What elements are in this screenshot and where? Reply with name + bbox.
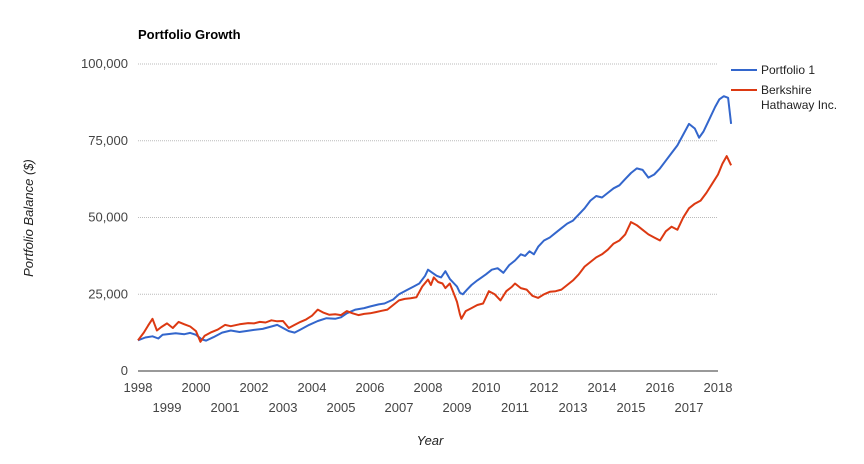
- legend: Portfolio 1 Berkshire Hathaway Inc.: [731, 63, 837, 112]
- x-tick-label: 2012: [530, 380, 559, 395]
- x-tick-label: 2016: [646, 380, 675, 395]
- x-tick-label: 2005: [327, 400, 356, 415]
- x-tick-label: 2004: [298, 380, 327, 395]
- x-tick-label: 2017: [675, 400, 704, 415]
- x-tick-label: 2008: [414, 380, 443, 395]
- x-tick-label: 2009: [443, 400, 472, 415]
- legend-label: Portfolio 1: [761, 63, 815, 77]
- grid-lines: [138, 63, 718, 295]
- series-lines: [137, 95, 733, 343]
- x-tick-label: 2003: [269, 400, 298, 415]
- y-tick-label: 25,000: [88, 286, 128, 301]
- x-tick-label: 2001: [211, 400, 240, 415]
- x-tick-label: 2000: [182, 380, 211, 395]
- series-line-1: [137, 95, 733, 342]
- x-tick-label: 1999: [153, 400, 182, 415]
- x-tick-label: 2011: [501, 400, 529, 415]
- x-axis-title: Year: [417, 433, 444, 448]
- series-line-2: [137, 155, 733, 343]
- x-tick-label: 2018: [704, 380, 733, 395]
- x-tick-label: 2015: [617, 400, 646, 415]
- chart-title: Portfolio Growth: [138, 27, 241, 42]
- y-tick-label: 100,000: [81, 56, 128, 71]
- x-tick-label: 2013: [559, 400, 588, 415]
- x-tick-label: 2002: [240, 380, 269, 395]
- x-tick-label: 2014: [588, 380, 617, 395]
- x-tick-label: 2006: [356, 380, 385, 395]
- y-tick-label: 50,000: [88, 210, 128, 225]
- y-axis-title: Portfolio Balance ($): [21, 159, 36, 277]
- x-tick-label: 2007: [385, 400, 414, 415]
- x-tick-label: 2010: [472, 380, 501, 395]
- y-tick-label: 75,000: [88, 133, 128, 148]
- x-tick-label: 1998: [124, 380, 153, 395]
- y-tick-label: 0: [121, 363, 128, 378]
- legend-label: Berkshire Hathaway Inc.: [761, 83, 837, 112]
